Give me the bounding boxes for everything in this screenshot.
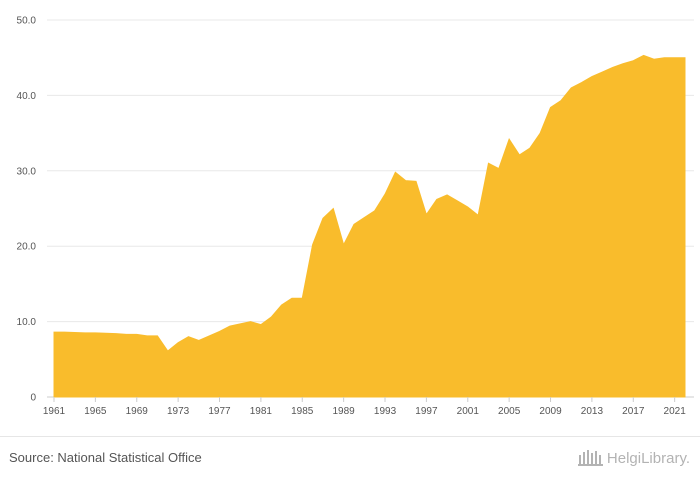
x-tick-label: 1985 xyxy=(291,406,314,417)
source-note: Source: National Statistical Office xyxy=(9,450,202,465)
x-tick-label: 2001 xyxy=(457,406,480,417)
y-tick-label: 30.0 xyxy=(17,166,37,177)
area-chart: 010.020.030.040.050.0 1961 1965 1969 1973 19… xyxy=(17,16,694,417)
x-tick-label: 1961 xyxy=(43,406,66,417)
x-tick-label: 1993 xyxy=(374,406,397,417)
x-axis: 1961 1965 1969 1973 1977 1981 1985 1989 1993 1997… xyxy=(43,397,686,417)
x-tick-label: 1997 xyxy=(415,406,438,417)
y-tick-label: 10.0 xyxy=(17,317,37,328)
x-tick-label: 2021 xyxy=(664,406,687,417)
x-tick-label: 1977 xyxy=(208,406,231,417)
y-axis: 0 10.0 20.0 30.0 40.0 50.0 xyxy=(17,16,37,404)
x-tick-label: 1969 xyxy=(126,406,149,417)
x-tick-label: 2013 xyxy=(581,406,604,417)
y-tick-label: 0 xyxy=(30,393,36,404)
x-tick-label: 1965 xyxy=(84,406,107,417)
x-tick-label: 1989 xyxy=(333,406,356,417)
x-tick-label: 2005 xyxy=(498,406,521,417)
footer-divider xyxy=(0,436,700,437)
y-tick-label: 20.0 xyxy=(17,242,37,253)
x-tick-label: 1973 xyxy=(167,406,190,417)
y-tick-label: 40.0 xyxy=(17,91,37,102)
y-tick-label: 50.0 xyxy=(17,16,37,27)
logo-text: HelgiLibrary. xyxy=(606,449,690,467)
x-tick-label: 1981 xyxy=(250,406,273,417)
x-tick-label: 2009 xyxy=(539,406,562,417)
x-tick-label: 2017 xyxy=(622,406,645,417)
library-icon xyxy=(577,450,603,466)
area-fill xyxy=(53,54,686,398)
area-series xyxy=(53,54,686,398)
helgi-library-logo: HelgiLibrary. xyxy=(577,447,690,469)
